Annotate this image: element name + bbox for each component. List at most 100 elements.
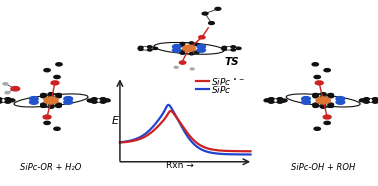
Text: Rxn →: Rxn →	[166, 161, 194, 170]
Circle shape	[231, 49, 235, 51]
Circle shape	[313, 105, 318, 108]
Circle shape	[190, 68, 194, 70]
Circle shape	[231, 46, 235, 48]
Circle shape	[180, 44, 185, 46]
Circle shape	[209, 22, 214, 25]
Text: $\mathit{SiPc}^{\,\bullet-}$: $\mathit{SiPc}^{\,\bullet-}$	[211, 76, 246, 87]
Circle shape	[9, 99, 15, 102]
Circle shape	[100, 100, 106, 103]
Text: $\mathit{SiPc}$: $\mathit{SiPc}$	[211, 84, 232, 95]
Circle shape	[315, 81, 323, 85]
Text: SiPc-OH + ROH: SiPc-OH + ROH	[291, 163, 355, 172]
Circle shape	[222, 48, 226, 50]
Circle shape	[147, 49, 152, 51]
Circle shape	[5, 98, 11, 100]
Circle shape	[183, 45, 195, 52]
Circle shape	[189, 53, 194, 55]
Circle shape	[321, 105, 326, 108]
Circle shape	[3, 83, 8, 85]
Circle shape	[41, 95, 46, 98]
Circle shape	[364, 98, 369, 100]
Circle shape	[313, 93, 318, 96]
Circle shape	[0, 98, 2, 100]
Circle shape	[312, 63, 318, 66]
Circle shape	[314, 127, 321, 130]
Circle shape	[372, 98, 378, 100]
Circle shape	[197, 48, 206, 52]
Circle shape	[189, 50, 194, 52]
Circle shape	[48, 102, 54, 105]
Circle shape	[100, 98, 106, 100]
Circle shape	[237, 47, 241, 49]
Circle shape	[105, 99, 110, 102]
Circle shape	[202, 12, 208, 15]
Circle shape	[91, 100, 97, 103]
Circle shape	[328, 95, 333, 98]
Circle shape	[64, 97, 73, 101]
Circle shape	[29, 100, 38, 104]
Circle shape	[195, 51, 199, 53]
Circle shape	[277, 100, 283, 103]
Circle shape	[282, 99, 287, 102]
Text: SiPc-OR + H₂O: SiPc-OR + H₂O	[20, 163, 82, 172]
Circle shape	[195, 43, 199, 46]
Circle shape	[314, 76, 321, 78]
Circle shape	[41, 103, 46, 106]
Circle shape	[321, 96, 326, 99]
Circle shape	[54, 76, 60, 78]
Circle shape	[268, 98, 274, 100]
Circle shape	[215, 7, 221, 10]
Circle shape	[48, 93, 54, 95]
Circle shape	[323, 115, 331, 119]
Circle shape	[336, 97, 345, 101]
Circle shape	[5, 100, 11, 103]
Circle shape	[321, 102, 326, 105]
Circle shape	[313, 103, 318, 106]
Circle shape	[336, 100, 345, 104]
Circle shape	[324, 121, 330, 124]
Circle shape	[268, 100, 274, 103]
Circle shape	[180, 42, 185, 45]
Circle shape	[174, 66, 178, 68]
Circle shape	[179, 61, 186, 64]
Circle shape	[324, 69, 330, 72]
Circle shape	[180, 52, 185, 54]
Circle shape	[48, 96, 54, 99]
Circle shape	[138, 48, 143, 50]
Circle shape	[44, 69, 50, 72]
Circle shape	[364, 100, 369, 103]
Circle shape	[197, 44, 206, 49]
Circle shape	[328, 105, 333, 108]
Circle shape	[43, 115, 51, 119]
Circle shape	[316, 97, 330, 104]
Circle shape	[359, 99, 365, 102]
Circle shape	[41, 105, 46, 108]
Circle shape	[87, 99, 93, 102]
Circle shape	[48, 105, 54, 108]
Circle shape	[91, 98, 97, 100]
Circle shape	[302, 97, 310, 101]
Circle shape	[64, 100, 73, 104]
Circle shape	[372, 100, 378, 103]
Circle shape	[147, 46, 152, 48]
Circle shape	[56, 95, 61, 98]
Circle shape	[172, 48, 181, 52]
Circle shape	[153, 47, 158, 49]
Circle shape	[302, 100, 310, 104]
Circle shape	[328, 103, 333, 106]
Circle shape	[5, 92, 10, 94]
Circle shape	[56, 103, 61, 106]
Circle shape	[41, 93, 46, 96]
Text: TS: TS	[225, 57, 240, 67]
Circle shape	[29, 97, 38, 101]
Circle shape	[199, 36, 205, 39]
Circle shape	[377, 99, 378, 102]
Circle shape	[44, 121, 50, 124]
Circle shape	[321, 93, 326, 95]
Circle shape	[56, 105, 61, 108]
Circle shape	[51, 81, 59, 85]
Circle shape	[328, 93, 333, 96]
Circle shape	[56, 63, 62, 66]
Circle shape	[44, 97, 58, 104]
Circle shape	[11, 86, 20, 91]
